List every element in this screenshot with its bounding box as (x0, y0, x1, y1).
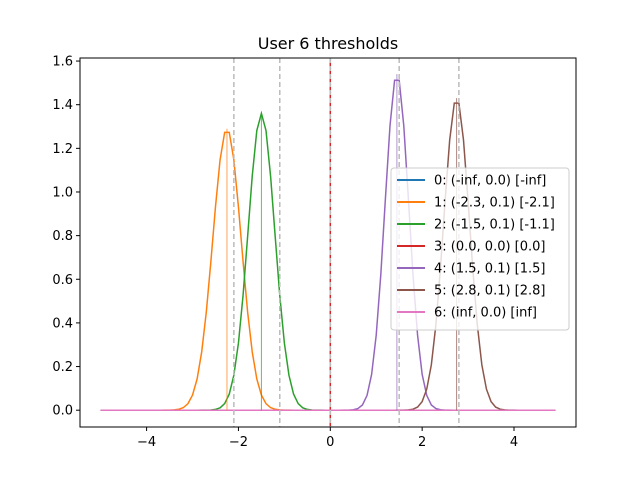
x-tick-label: −2 (229, 435, 248, 450)
y-tick-label: 0.0 (52, 404, 73, 419)
y-tick-label: 1.6 (52, 55, 73, 70)
y-tick-label: 1.0 (52, 185, 73, 200)
x-tick-label: 0 (326, 435, 334, 450)
legend-label-5: 5: (2.8, 0.1) [2.8] (434, 284, 546, 299)
y-tick-label: 0.6 (52, 273, 73, 288)
x-tick-label: −4 (137, 435, 156, 450)
legend-label-0: 0: (-inf, 0.0) [-inf] (434, 174, 546, 189)
chart-title: User 6 thresholds (258, 34, 399, 53)
y-tick-label: 1.2 (52, 142, 73, 157)
legend-label-1: 1: (-2.3, 0.1) [-2.1] (434, 196, 555, 211)
legend-label-3: 3: (0.0, 0.0) [0.0] (434, 240, 546, 255)
x-tick-label: 4 (510, 435, 518, 450)
legend-box (390, 167, 570, 331)
plot-frame (79, 57, 577, 428)
legend-label-2: 2: (-1.5, 0.1) [-1.1] (434, 218, 555, 233)
legend-label-6: 6: (inf, 0.0) [inf] (434, 306, 537, 321)
y-tick-label: 0.8 (52, 229, 73, 244)
legend: 0: (-inf, 0.0) [-inf] 1: (-2.3, 0.1) [-2.… (390, 167, 570, 331)
y-tick-label: 1.4 (52, 98, 73, 113)
y-tick-label: 0.2 (52, 360, 73, 375)
y-tick-label: 0.4 (52, 316, 73, 331)
x-tick-label: 2 (418, 435, 426, 450)
legend-label-4: 4: (1.5, 0.1) [1.5] (434, 262, 546, 277)
